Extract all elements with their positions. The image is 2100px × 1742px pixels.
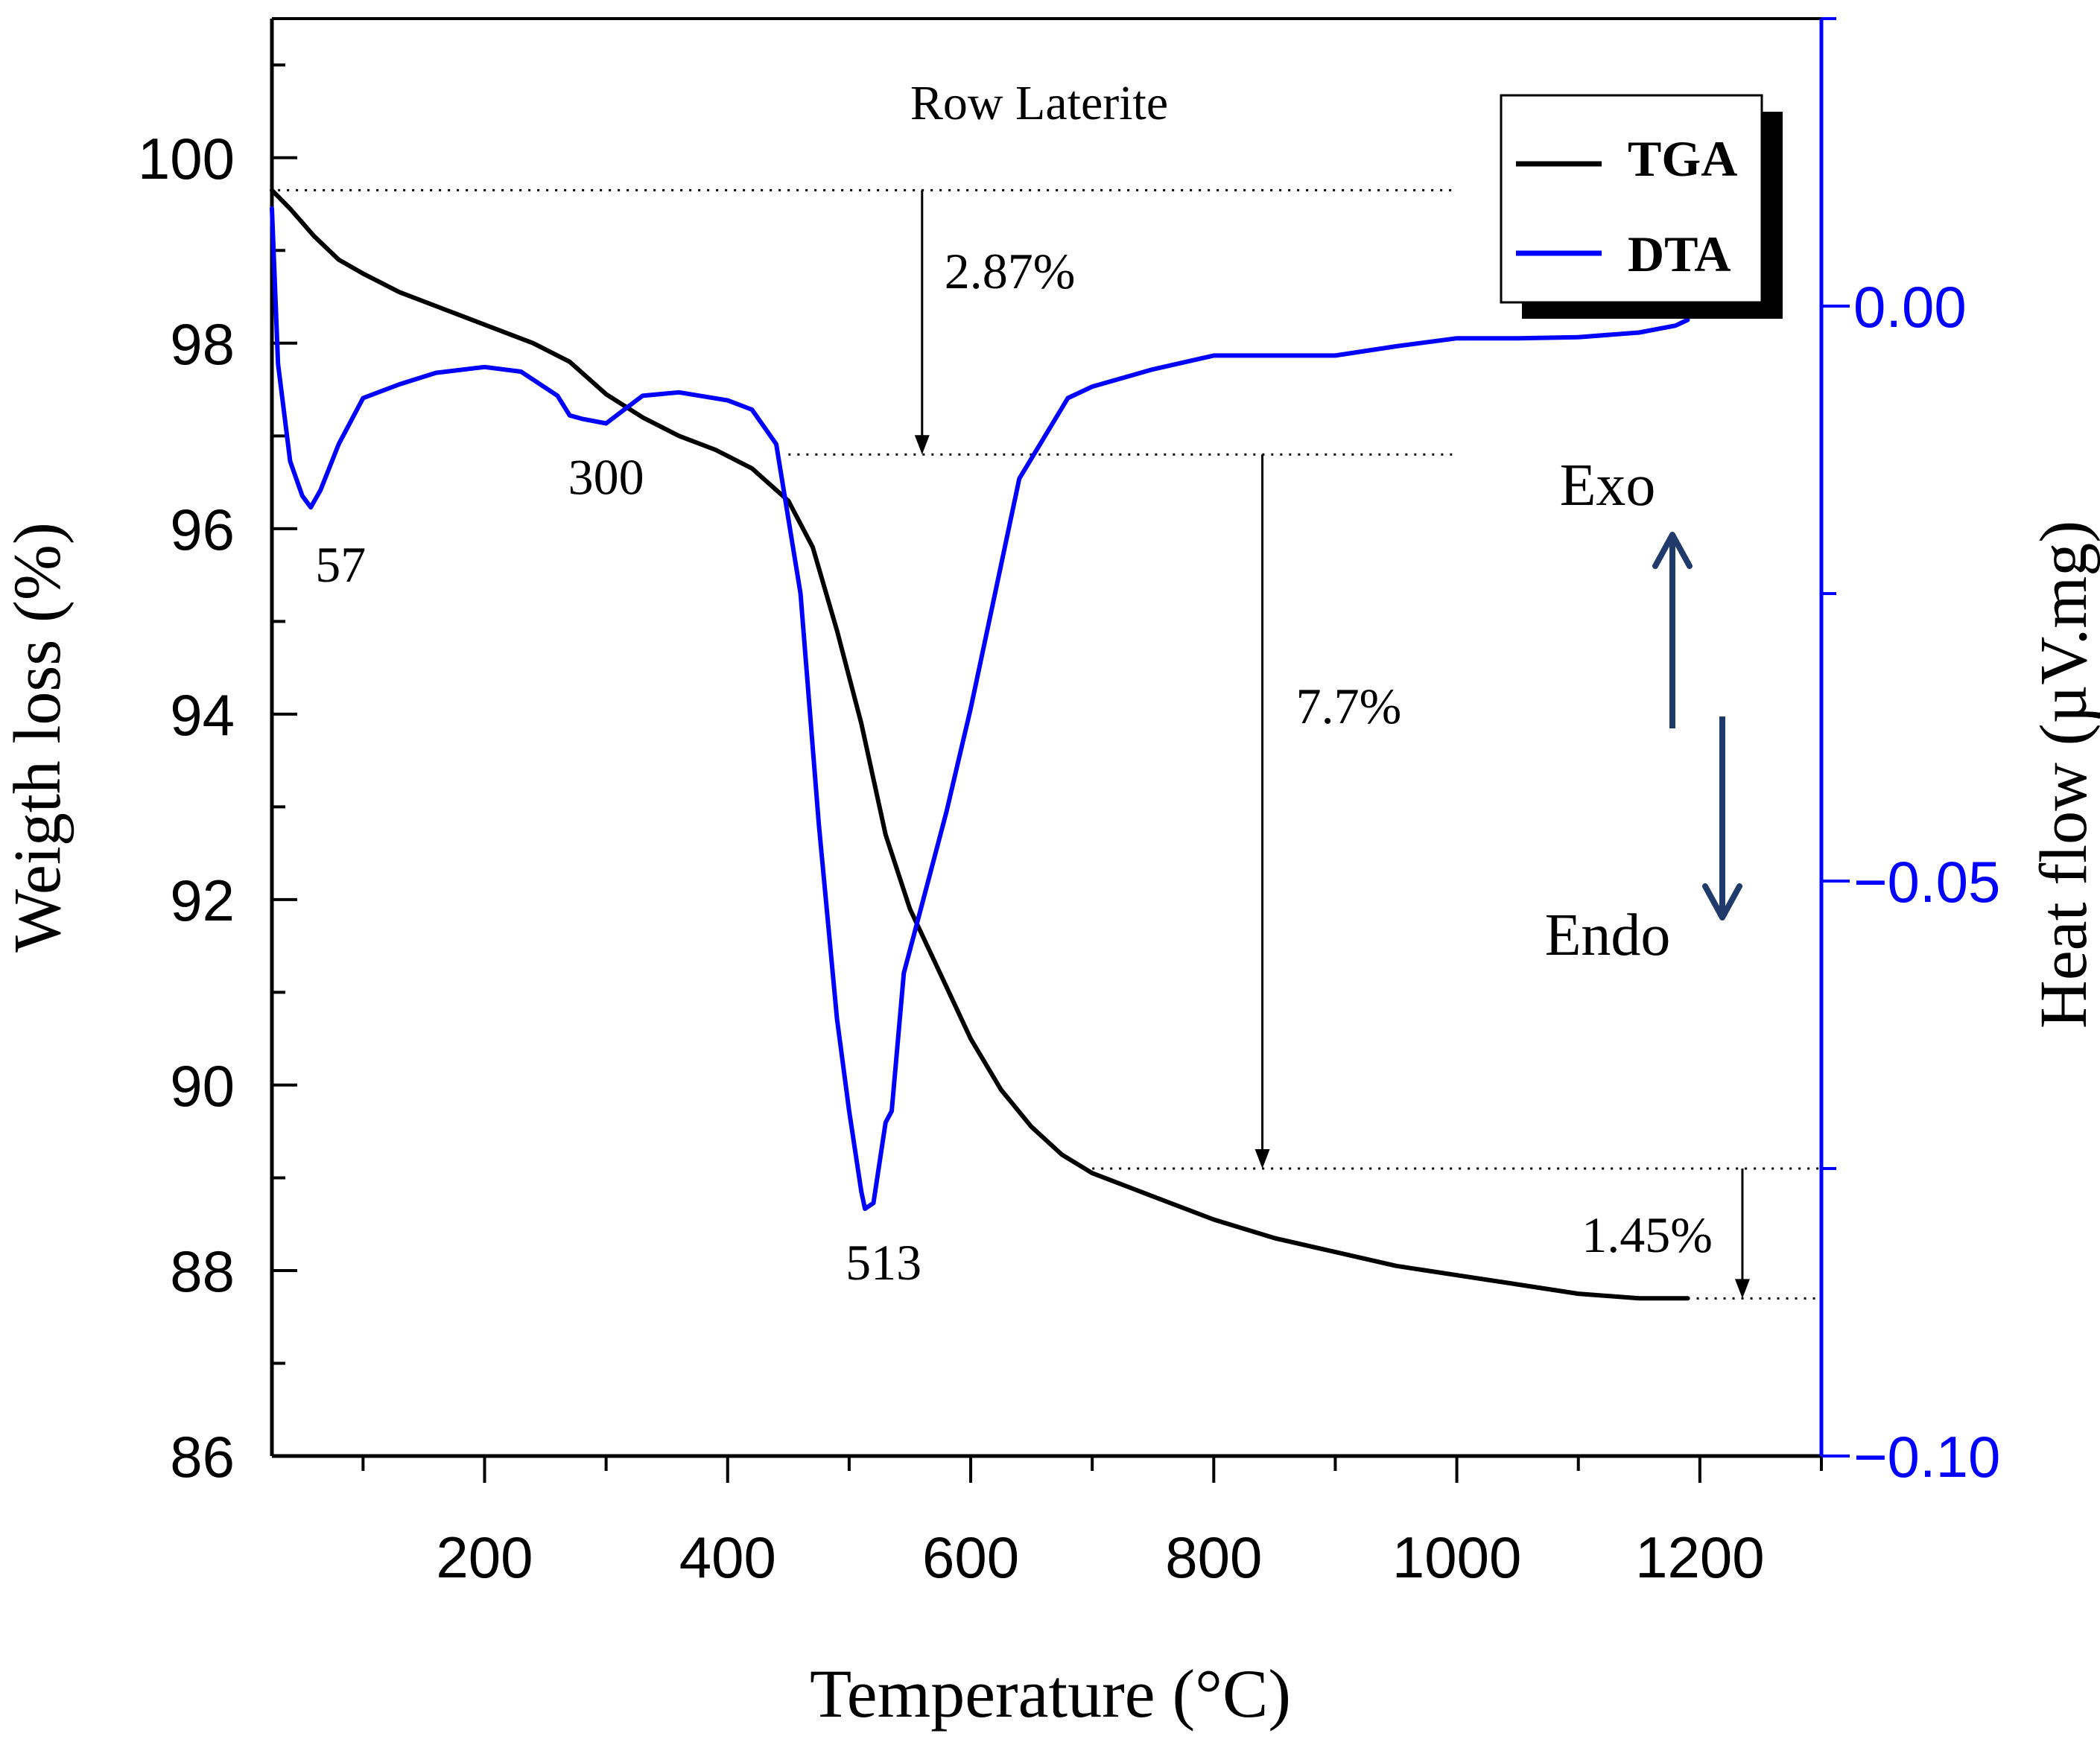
series-line-dta	[270, 206, 1690, 1211]
y2-tick-label: −0.05	[1853, 849, 2000, 915]
mass-loss-label: 7.7%	[1296, 678, 1402, 734]
chart-title: Row Laterite	[910, 76, 1168, 130]
peak-label: 57	[315, 536, 366, 593]
y-tick-label: 96	[170, 497, 235, 562]
x-tick-label: 200	[436, 1525, 533, 1590]
y2-tick-label: −0.10	[1853, 1424, 2000, 1490]
exo-endo-indicator: Exo Endo	[1545, 453, 1742, 968]
x-axis-title: Temperature (°C)	[810, 1656, 1291, 1732]
y2-axis-title: Heat flow (µV.mg)	[2027, 521, 2100, 1029]
x-tick-label: 1000	[1392, 1525, 1522, 1590]
series-line-tga	[270, 188, 1690, 1301]
mass-loss-arrow-head-icon	[914, 435, 930, 455]
y-axis-title: Weigth loss (%)	[1, 522, 74, 953]
legend-label-dta: DTA	[1628, 226, 1731, 282]
peak-labels: 57 300 513	[315, 448, 921, 1291]
y2-tick-label: 0.00	[1853, 274, 1967, 340]
y-tick-label: 100	[138, 126, 235, 191]
y-tick-label: 92	[170, 868, 235, 933]
y2-axis-ticks: −0.10 −0.05 0.00	[1821, 17, 2000, 1490]
legend-label-tga: TGA	[1628, 130, 1737, 187]
y-tick-label: 88	[170, 1239, 235, 1304]
x-tick-label: 600	[922, 1525, 1019, 1590]
y-tick-label: 98	[170, 311, 235, 377]
legend-box	[1500, 94, 1763, 304]
mass-loss-arrows: 2.87% 7.7% 1.45%	[914, 190, 1750, 1299]
mass-loss-arrow-head-icon	[1734, 1279, 1750, 1299]
mass-loss-label: 2.87%	[945, 243, 1076, 299]
x-tick-label: 1200	[1635, 1525, 1765, 1590]
x-tick-label: 400	[679, 1525, 776, 1590]
y-tick-label: 94	[170, 682, 235, 748]
y-tick-label: 86	[170, 1424, 235, 1490]
peak-label: 300	[568, 448, 644, 505]
endo-arrow-head-icon	[1702, 883, 1742, 921]
mass-loss-arrow-head-icon	[1254, 1149, 1270, 1169]
mass-loss-label: 1.45%	[1582, 1207, 1713, 1263]
y-axis-ticks: 86 88 90 92 94 96 98 100	[138, 63, 297, 1490]
peak-label: 513	[846, 1234, 921, 1291]
endo-label: Endo	[1545, 903, 1671, 968]
x-axis-ticks: 200 400 600 800 1000 1200	[361, 1456, 1823, 1590]
legend: TGA DTA	[1500, 94, 1783, 319]
y-tick-label: 90	[170, 1053, 235, 1119]
x-tick-label: 800	[1165, 1525, 1262, 1590]
exo-label: Exo	[1560, 453, 1656, 518]
series-layer	[270, 188, 1690, 1301]
reference-lines	[278, 188, 1821, 1300]
exo-arrow-head-icon	[1652, 532, 1693, 569]
